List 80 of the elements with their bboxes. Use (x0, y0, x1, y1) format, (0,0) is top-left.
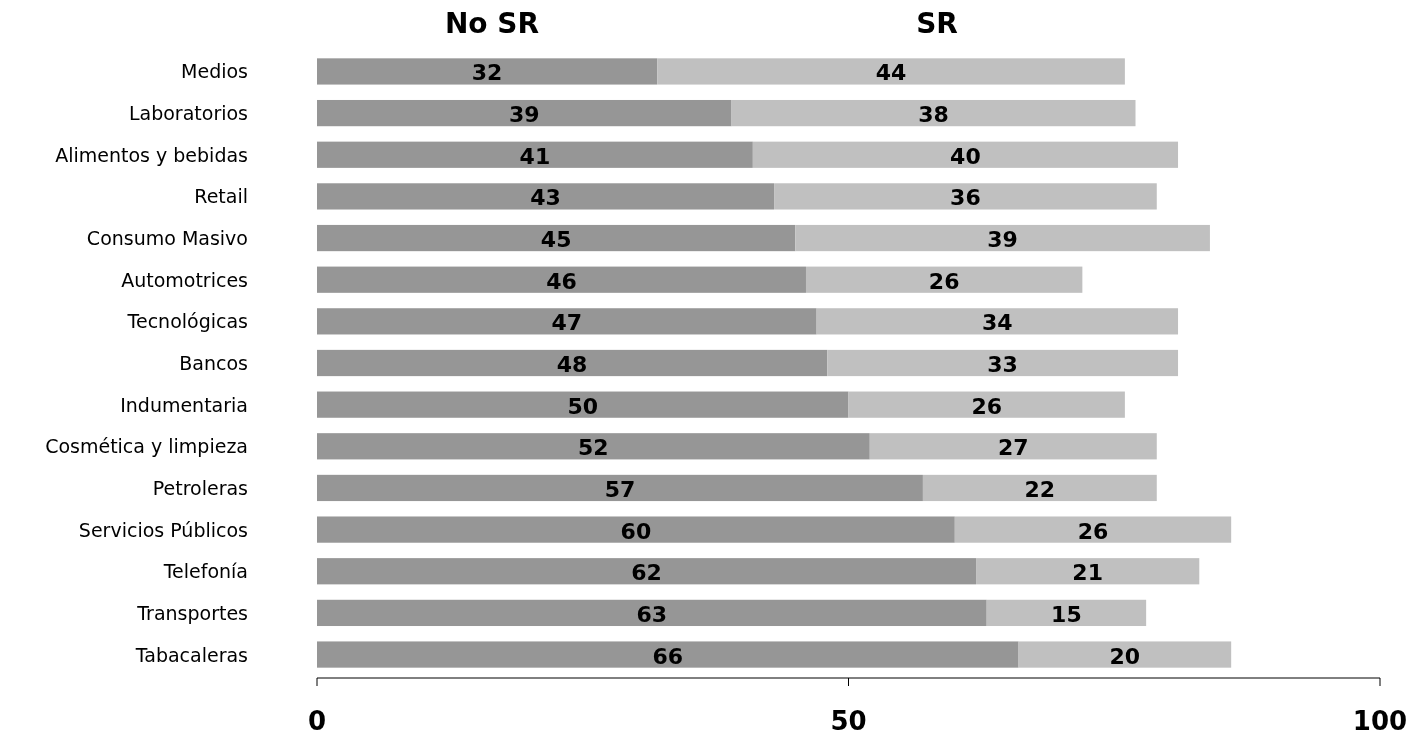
bar (731, 99, 1136, 127)
data-label: 47 (551, 310, 583, 336)
bar (317, 474, 923, 502)
y-tick-label: Cosmética y limpieza (45, 435, 248, 458)
bar (317, 183, 775, 210)
bar (1018, 641, 1232, 668)
data-label: 45 (540, 227, 572, 253)
data-label: 63 (636, 601, 668, 627)
bar (954, 516, 1232, 543)
data-label: 39 (508, 102, 540, 128)
y-tick-label: Tabacaleras (134, 643, 248, 666)
bar (317, 141, 753, 168)
y-tick-label: Telefonía (162, 560, 248, 583)
bar (317, 224, 796, 252)
bar (848, 391, 1125, 418)
bar (805, 266, 1083, 293)
bar (317, 308, 817, 335)
data-label: 60 (620, 518, 652, 544)
data-label: 32 (471, 60, 503, 86)
data-label: 27 (997, 435, 1029, 461)
bar (317, 641, 1019, 668)
data-label: 26 (928, 268, 960, 294)
y-tick-label: Retail (194, 185, 248, 208)
y-tick-label: Alimentos y bebidas (55, 143, 248, 166)
data-label: 33 (987, 352, 1018, 377)
data-label: 44 (875, 60, 907, 86)
data-label: 26 (1077, 518, 1109, 544)
bar (816, 308, 1179, 335)
bar (317, 391, 849, 418)
bar (869, 433, 1157, 460)
bar (317, 99, 732, 127)
data-label: 48 (556, 352, 588, 377)
data-label: 52 (578, 435, 609, 461)
data-label: 50 (567, 393, 599, 419)
bar (752, 141, 1179, 168)
data-label: 38 (918, 102, 949, 128)
bar (986, 599, 1147, 627)
bar (795, 224, 1210, 252)
data-label: 15 (1051, 601, 1082, 627)
y-tick-label: Indumentaria (120, 393, 248, 416)
data-label: 66 (652, 643, 684, 669)
series-label: No SR (444, 7, 540, 40)
data-label: 22 (1024, 476, 1056, 502)
bar (317, 349, 828, 377)
data-label: 43 (530, 185, 561, 211)
data-label: 41 (519, 143, 551, 169)
data-label: 39 (987, 227, 1018, 253)
data-label: 26 (971, 393, 1002, 419)
y-tick-label: Tecnológicas (126, 310, 248, 333)
y-tick-label: Automotrices (121, 268, 248, 291)
series-label: SR (916, 7, 958, 40)
bar (976, 558, 1200, 585)
y-tick-label: Petroleras (152, 476, 248, 499)
data-label: 57 (604, 476, 636, 502)
data-label: 34 (982, 310, 1013, 336)
bar (317, 558, 977, 585)
bar (657, 58, 1125, 85)
y-tick-label: Consumo Masivo (86, 227, 248, 250)
x-tick-label: 50 (830, 706, 867, 734)
bar (317, 516, 955, 543)
data-label: 46 (546, 268, 577, 294)
bar (774, 183, 1157, 210)
bar (317, 266, 806, 293)
y-tick-label: Transportes (136, 601, 248, 624)
bar (922, 474, 1157, 502)
y-tick-label: Laboratorios (128, 102, 248, 125)
data-label: 62 (631, 560, 662, 586)
y-tick-label: Servicios Públicos (78, 518, 248, 541)
data-label: 40 (950, 143, 981, 169)
x-tick-label: 0 (307, 706, 327, 734)
bar (317, 58, 658, 85)
y-tick-label: Medios (181, 60, 248, 83)
x-tick-label: 100 (1352, 706, 1408, 734)
data-label: 36 (950, 185, 981, 211)
bar (827, 349, 1179, 377)
data-label: 21 (1072, 560, 1103, 586)
y-tick-label: Bancos (179, 352, 248, 374)
bar (317, 599, 987, 627)
data-label: 20 (1109, 643, 1141, 669)
bar (317, 433, 870, 460)
